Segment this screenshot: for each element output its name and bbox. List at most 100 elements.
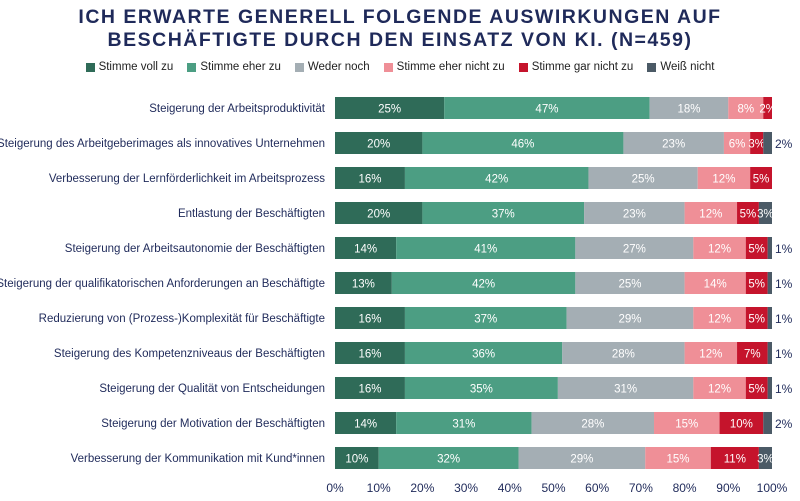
data-label: 15% <box>675 419 698 431</box>
x-tick-label: 70% <box>629 481 653 495</box>
bar-segment <box>763 412 772 434</box>
bar-segment <box>404 377 558 399</box>
bar-segment <box>767 307 772 329</box>
data-label: 20% <box>367 209 390 221</box>
data-label: 13% <box>352 279 375 291</box>
x-tick-label: 20% <box>410 481 434 495</box>
data-label: 7% <box>744 349 761 361</box>
data-label: 5% <box>748 314 765 326</box>
x-tick-label: 0% <box>326 481 344 495</box>
bar-segment <box>684 342 738 364</box>
bar-segment <box>750 167 772 189</box>
x-tick-label: 50% <box>541 481 565 495</box>
category-label: Steigerung des Arbeitgeberimages als inn… <box>0 138 325 150</box>
data-label: 5% <box>748 244 765 256</box>
data-label: 5% <box>748 384 765 396</box>
bar-segment <box>575 237 694 259</box>
data-label: 23% <box>662 139 685 151</box>
bar-segment <box>404 307 567 329</box>
legend-swatch <box>294 62 304 72</box>
x-tick-label: 100% <box>757 481 788 495</box>
bar-segment <box>391 272 576 294</box>
bar-segment <box>745 272 768 294</box>
bar-segment <box>335 97 445 119</box>
data-label: 25% <box>618 279 641 291</box>
data-label: 3% <box>748 139 765 151</box>
data-label: 36% <box>472 349 495 361</box>
data-label: 42% <box>472 279 495 291</box>
bar-segment <box>335 412 397 434</box>
legend-label: Weder noch <box>307 61 370 73</box>
legend-label: Weiß nicht <box>660 61 715 73</box>
legend-swatch <box>518 62 528 72</box>
bar-segment <box>763 132 772 154</box>
data-label: 28% <box>581 419 604 431</box>
data-label: 16% <box>358 174 381 186</box>
bar-segment <box>684 272 746 294</box>
bar-segment <box>758 447 772 469</box>
legend-item: Weiß nicht <box>647 61 714 73</box>
bar-segment <box>557 377 694 399</box>
bar-segment <box>693 237 746 259</box>
x-tick-label: 10% <box>367 481 391 495</box>
legend-swatch <box>85 62 95 72</box>
data-label: 2% <box>759 104 776 116</box>
bar-segment <box>767 377 772 399</box>
category-label: Steigerung der qualifikatorischen Anford… <box>0 278 325 290</box>
data-label: 18% <box>677 104 700 116</box>
bar-segment <box>767 342 772 364</box>
legend: Stimme voll zu Stimme eher zu Weder noch St… <box>0 61 800 73</box>
data-label: 6% <box>729 139 746 151</box>
bar-segment <box>588 167 698 189</box>
data-label: 1% <box>775 242 793 256</box>
data-label: 10% <box>345 454 368 466</box>
legend-swatch <box>187 62 197 72</box>
x-tick-label: 60% <box>585 481 609 495</box>
data-label: 14% <box>354 419 377 431</box>
data-label: 41% <box>474 244 497 256</box>
data-label: 16% <box>358 314 381 326</box>
category-label: Steigerung der Arbeitsautonomie der Besc… <box>65 243 325 255</box>
bar-segment <box>335 132 423 154</box>
data-label: 1% <box>775 347 793 361</box>
bar-segment <box>335 202 423 224</box>
bar-segment <box>566 307 694 329</box>
bar-segment <box>737 342 768 364</box>
bar-segment <box>404 342 563 364</box>
chart-title: ICH ERWARTE GENERELL FOLGENDE AUSWIRKUNG… <box>0 6 800 52</box>
data-label: 35% <box>470 384 493 396</box>
data-label: 12% <box>708 384 731 396</box>
legend-label: Stimme gar nicht zu <box>531 61 634 73</box>
data-label: 12% <box>708 314 731 326</box>
bar-segment <box>710 447 759 469</box>
data-label: 23% <box>623 209 646 221</box>
category-label: Steigerung des Kompetenzniveaus der Besc… <box>54 348 325 360</box>
data-label: 5% <box>748 279 765 291</box>
bar-segment <box>396 237 576 259</box>
bar-segment <box>737 202 759 224</box>
data-label: 5% <box>753 174 770 186</box>
legend-item: Stimme eher nicht zu <box>383 61 505 73</box>
bar-segment <box>649 97 729 119</box>
bar-segment <box>378 447 519 469</box>
bar-segment <box>584 202 685 224</box>
bar-segment <box>335 307 405 329</box>
x-tick-label: 30% <box>454 481 478 495</box>
legend-item: Stimme voll zu <box>85 61 173 73</box>
data-label: 14% <box>354 244 377 256</box>
data-label: 29% <box>570 454 593 466</box>
title-line-2: BESCHÄFTIGTE DURCH DEN EINSATZ VON KI. (… <box>107 29 693 51</box>
bar-segment <box>745 237 768 259</box>
bar-segment <box>562 342 685 364</box>
bar-segment <box>531 412 655 434</box>
data-label: 25% <box>378 104 401 116</box>
bar-segment <box>693 377 746 399</box>
bar-segment <box>767 272 772 294</box>
data-label: 12% <box>708 244 731 256</box>
data-label: 5% <box>740 209 757 221</box>
legend-item: Stimme eher zu <box>187 61 281 73</box>
bar-segment <box>745 377 768 399</box>
bar-segment <box>335 447 379 469</box>
legend-item: Stimme gar nicht zu <box>518 61 634 73</box>
data-label: 31% <box>614 384 637 396</box>
